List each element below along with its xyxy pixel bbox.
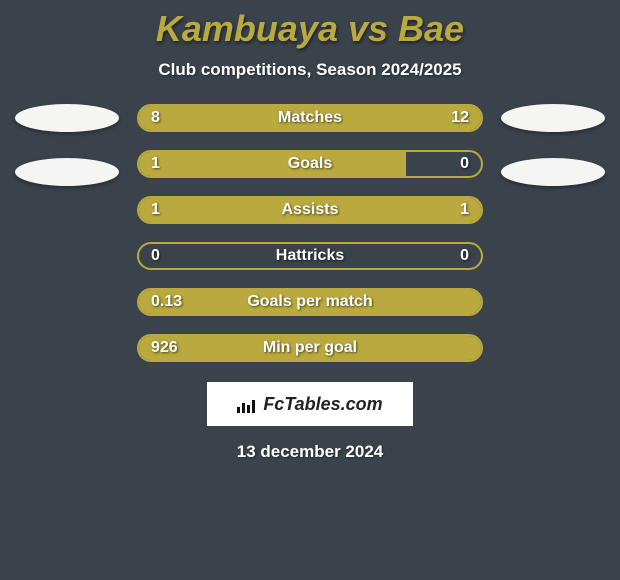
right-badge-2 <box>501 158 605 186</box>
stat-bar: 926 Min per goal <box>137 334 483 362</box>
stat-left-value: 1 <box>151 201 160 219</box>
middle-row: 8 12 Matches 1 0 Goals 1 1 Assists 0 0 Hattricks 0.1… <box>0 104 620 362</box>
stat-left-value: 0 <box>151 247 160 265</box>
stat-right-value: 0 <box>460 247 469 265</box>
stat-left-value: 8 <box>151 109 160 127</box>
stat-right-value: 1 <box>460 201 469 219</box>
left-badge-2 <box>15 158 119 186</box>
logo-box: FcTables.com <box>207 382 413 426</box>
stat-label: Hattricks <box>276 247 344 265</box>
stat-bar: 1 0 Goals <box>137 150 483 178</box>
stat-right-value: 0 <box>460 155 469 173</box>
footer-date: 13 december 2024 <box>237 442 384 462</box>
comparison-card: Kambuaya vs Bae Club competitions, Seaso… <box>0 0 620 580</box>
left-badge-1 <box>15 104 119 132</box>
stat-label: Goals per match <box>247 293 372 311</box>
stat-bars: 8 12 Matches 1 0 Goals 1 1 Assists 0 0 Hattricks 0.1… <box>137 104 483 362</box>
stat-label: Assists <box>282 201 339 219</box>
stat-label: Matches <box>278 109 342 127</box>
stat-bar: 0.13 Goals per match <box>137 288 483 316</box>
page-title: Kambuaya vs Bae <box>156 8 464 50</box>
chart-icon <box>237 397 257 411</box>
page-subtitle: Club competitions, Season 2024/2025 <box>158 60 461 80</box>
stat-label: Min per goal <box>263 339 357 357</box>
stat-left-value: 926 <box>151 339 178 357</box>
stat-bar: 0 0 Hattricks <box>137 242 483 270</box>
stat-label: Goals <box>288 155 332 173</box>
stat-left-value: 1 <box>151 155 160 173</box>
stat-left-value: 0.13 <box>151 293 182 311</box>
stat-right-value: 12 <box>451 109 469 127</box>
stat-bar: 8 12 Matches <box>137 104 483 132</box>
stat-bar-left-fill <box>139 152 406 176</box>
right-badge-1 <box>501 104 605 132</box>
stat-bar: 1 1 Assists <box>137 196 483 224</box>
logo-text: FcTables.com <box>263 394 382 415</box>
left-badges-column <box>7 104 127 362</box>
right-badges-column <box>493 104 613 362</box>
